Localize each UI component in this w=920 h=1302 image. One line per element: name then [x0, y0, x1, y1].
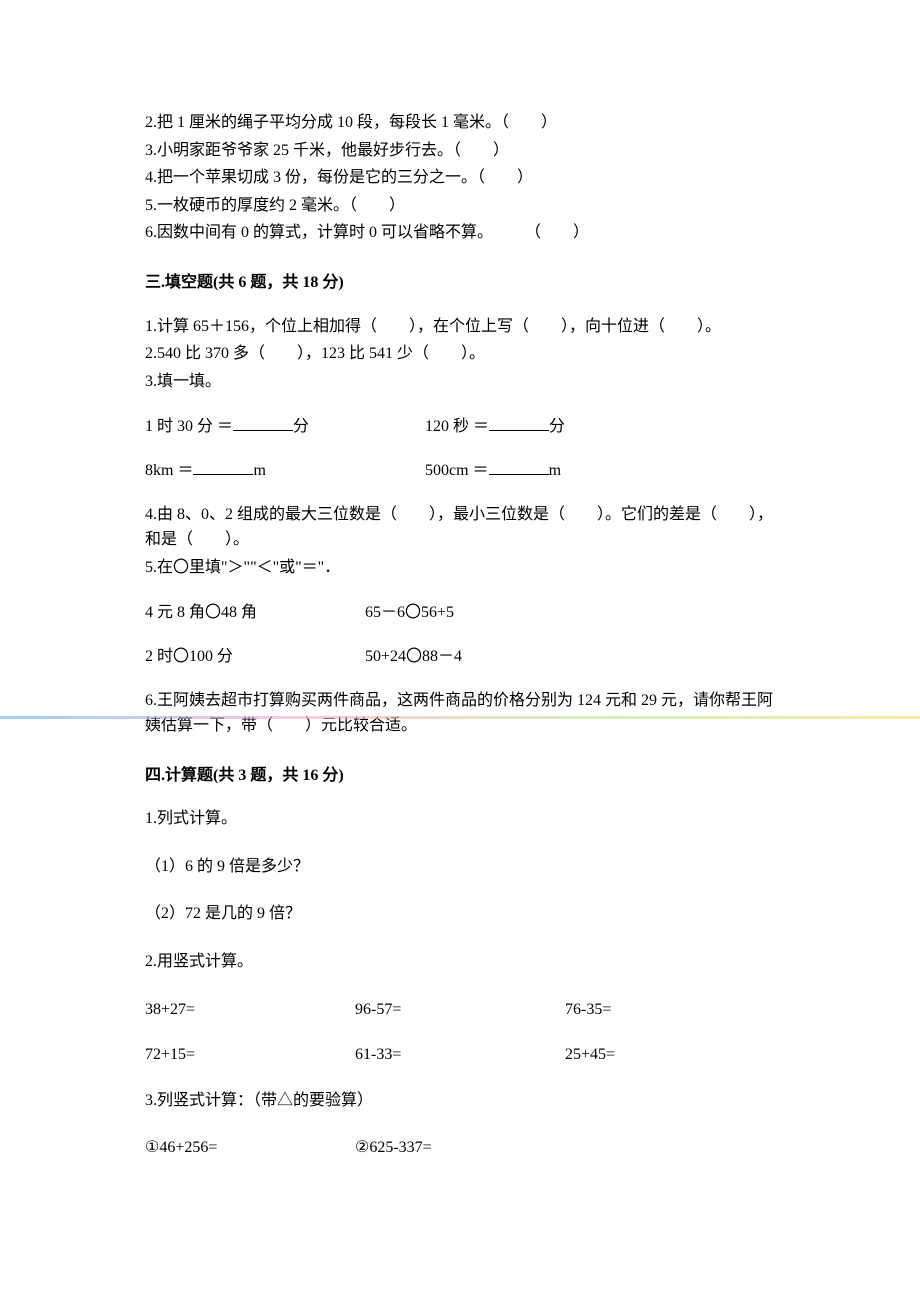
q3-line1a-text: 1 时 30 分 ＝	[145, 418, 233, 435]
q3-line2a-text: 8km ＝	[145, 462, 193, 479]
q5-line1a: 4 元 8 角〇48 角	[145, 600, 365, 626]
q2-r2a: 72+15=	[145, 1042, 355, 1068]
q2-r2c: 25+45=	[565, 1042, 775, 1068]
q5-line2a: 2 时〇100 分	[145, 644, 365, 670]
section4-q1-label: 1.列式计算。	[145, 806, 775, 832]
section3-q3-row2: 8km ＝ m 500cm ＝ m	[145, 458, 775, 484]
section3-q3-row1: 1 时 30 分 ＝ 分 120 秒 ＝ 分	[145, 414, 775, 440]
q3-line1b: 120 秒 ＝ 分	[425, 414, 565, 440]
judgment-q4: 4.把一个苹果切成 3 份，每份是它的三分之一。（ ）	[145, 165, 775, 191]
blank-field	[193, 459, 253, 475]
section3-q3-label: 3.填一填。	[145, 369, 775, 395]
q3-line1a: 1 时 30 分 ＝ 分	[145, 414, 425, 440]
judgment-q6: 6.因数中间有 0 的算式，计算时 0 可以省略不算。 （ ）	[145, 220, 775, 246]
q3-line2a-unit: m	[253, 462, 265, 479]
section3-q1: 1.计算 65＋156，个位上相加得（ ），在个位上写（ ），向十位进（ ）。	[145, 314, 775, 340]
q5-line1b: 65－6〇56+5	[365, 600, 454, 626]
section3-header: 三.填空题(共 6 题，共 18 分)	[145, 270, 775, 296]
judgment-q2: 2.把 1 厘米的绳子平均分成 10 段，每段长 1 毫米。（ ）	[145, 110, 775, 136]
judgment-q3: 3.小明家距爷爷家 25 千米，他最好步行去。（ ）	[145, 138, 775, 164]
decorative-gradient	[0, 716, 920, 719]
section4-q2-row1: 38+27= 96-57= 76-35=	[145, 997, 775, 1023]
section4-q2-label: 2.用竖式计算。	[145, 949, 775, 975]
section3-q4: 4.由 8、0、2 组成的最大三位数是（ ），最小三位数是（ ）。它们的差是（ …	[145, 502, 775, 553]
q3-line2b-unit: m	[549, 462, 561, 479]
section3-q5-row1: 4 元 8 角〇48 角 65－6〇56+5	[145, 600, 775, 626]
section3-q6: 6.王阿姨去超市打算购买两件商品，这两件商品的价格分别为 124 元和 29 元…	[145, 688, 775, 739]
q3-line2b-text: 500cm ＝	[425, 462, 489, 479]
q2-r2b: 61-33=	[355, 1042, 565, 1068]
section4-q3-row: ①46+256= ②625-337=	[145, 1135, 775, 1161]
q3-line1b-text: 120 秒 ＝	[425, 418, 489, 435]
q3-line2b: 500cm ＝ m	[425, 458, 561, 484]
q3-line1b-unit: 分	[549, 418, 565, 435]
q3-line2a: 8km ＝ m	[145, 458, 425, 484]
q3-b: ②625-337=	[355, 1135, 432, 1161]
blank-field	[489, 415, 549, 431]
q2-r1c: 76-35=	[565, 997, 775, 1023]
section4-q1-sub2: （2）72 是几的 9 倍？	[145, 901, 775, 927]
section4-q2-row2: 72+15= 61-33= 25+45=	[145, 1042, 775, 1068]
section3-q5-row2: 2 时〇100 分 50+24〇88－4	[145, 644, 775, 670]
q2-r1a: 38+27=	[145, 997, 355, 1023]
section4-header: 四.计算题(共 3 题，共 16 分)	[145, 763, 775, 789]
blank-field	[489, 459, 549, 475]
section3-q2: 2.540 比 370 多（ ），123 比 541 少（ ）。	[145, 341, 775, 367]
section4-q3-label: 3.列竖式计算：（带△的要验算）	[145, 1088, 775, 1114]
blank-field	[233, 415, 293, 431]
section4-q1-sub1: （1）6 的 9 倍是多少？	[145, 854, 775, 880]
q3-line1a-unit: 分	[293, 418, 309, 435]
q5-line2b: 50+24〇88－4	[365, 644, 462, 670]
q3-a: ①46+256=	[145, 1135, 355, 1161]
q2-r1b: 96-57=	[355, 997, 565, 1023]
judgment-q5: 5.一枚硬币的厚度约 2 毫米。（ ）	[145, 193, 775, 219]
section3-q5-label: 5.在〇里填"＞""＜"或"＝"．	[145, 555, 775, 581]
